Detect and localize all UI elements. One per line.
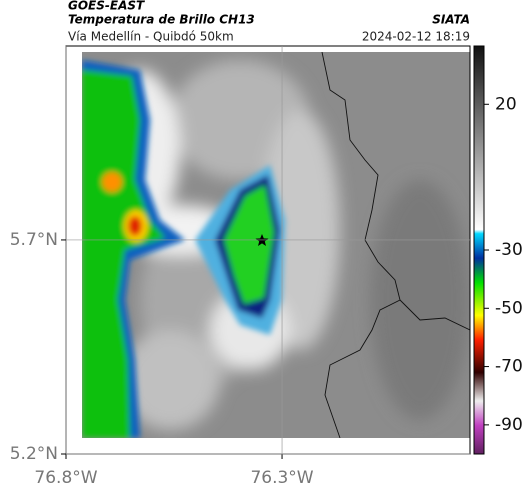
subtitle: Temperatura de Brillo CH13 [68,13,255,27]
y-tick-label: 5.7°N [10,230,58,250]
x-tick-label: 76.3°W [250,468,313,488]
datetime: 2024-02-12 18:19 [362,30,470,44]
colorbar-tick-label: -90 [495,415,523,435]
y-tick-label: 5.2°N [10,444,58,464]
colorbar-tick-label: 20 [495,94,517,114]
title: GOES-EAST [68,0,145,13]
colorbar [473,45,485,455]
colorbar-tick-label: -50 [495,298,523,318]
route: Vía Medellín - Quibdó 50km [68,30,234,44]
source: SIATA [432,13,470,27]
x-tick-label: 76.8°W [34,468,97,488]
colorbar-tick-label: -30 [495,240,523,260]
colorbar-tick-label: -70 [495,357,523,377]
imagery [82,52,470,438]
